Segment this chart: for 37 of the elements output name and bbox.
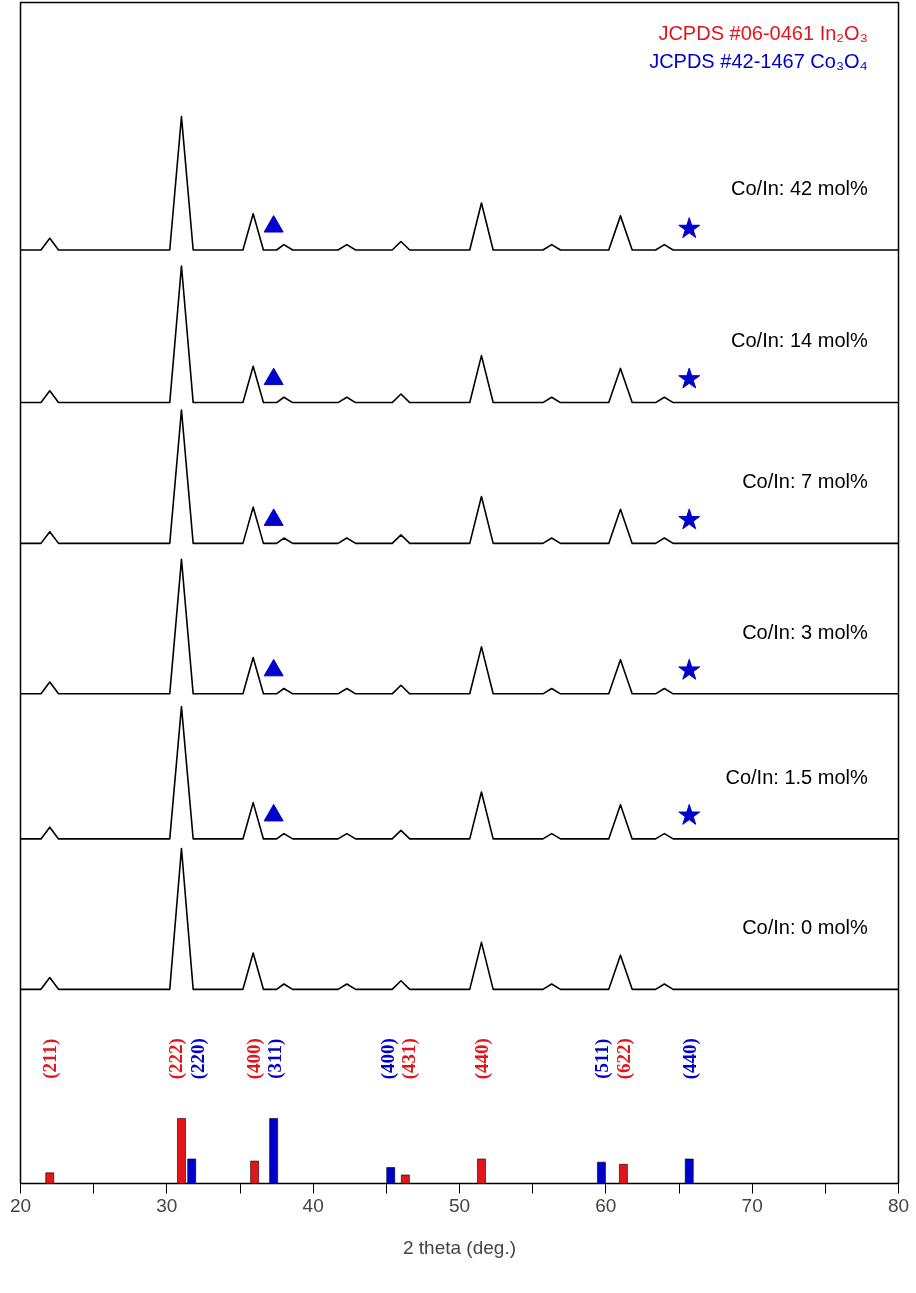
point (263, 508, 284, 526)
x-tick-label: 30 (156, 1194, 178, 1216)
point (678, 658, 701, 680)
annotation: (211) (39, 1038, 62, 1079)
x-tick-label: 50 (448, 1194, 471, 1216)
x-tick-label: 80 (887, 1194, 910, 1216)
text: Co/In: 3 mol% (742, 620, 868, 643)
point (263, 658, 284, 677)
point (263, 803, 284, 822)
x-tick-label: 40 (302, 1194, 324, 1216)
text: Co/In: 7 mol% (742, 470, 868, 493)
annotation: (400) (243, 1038, 266, 1080)
annotation: (440) (678, 1038, 701, 1080)
text: JCPDS #06-0461 In₂O₃ (658, 21, 868, 44)
text: Co/In: 14 mol% (731, 329, 868, 352)
text: Co/In: 42 mol% (731, 176, 868, 199)
annotation: (511) (590, 1038, 613, 1079)
annotation: (222) (165, 1038, 188, 1080)
point (263, 215, 284, 233)
annotation: (622) (612, 1038, 635, 1080)
point (678, 367, 701, 389)
annotation: (220) (186, 1038, 209, 1080)
annotation: (440) (470, 1038, 493, 1080)
annotation: (431) (398, 1038, 421, 1080)
x-tick-label: 70 (741, 1194, 763, 1216)
x-tick-label: 20 (9, 1194, 32, 1216)
text: Co/In: 1.5 mol% (725, 765, 868, 788)
annotation: (400) (376, 1038, 399, 1080)
x-axis-title: 2 theta (deg.) (402, 1236, 517, 1258)
text: Co/In: 0 mol% (742, 916, 868, 939)
point (678, 508, 701, 530)
x-tick-label: 60 (595, 1194, 617, 1216)
text: JCPDS #42-1467 Co₃O₄ (649, 50, 868, 73)
annotation: (311) (264, 1038, 287, 1079)
point (678, 217, 701, 239)
point (263, 367, 284, 386)
point (678, 803, 701, 825)
